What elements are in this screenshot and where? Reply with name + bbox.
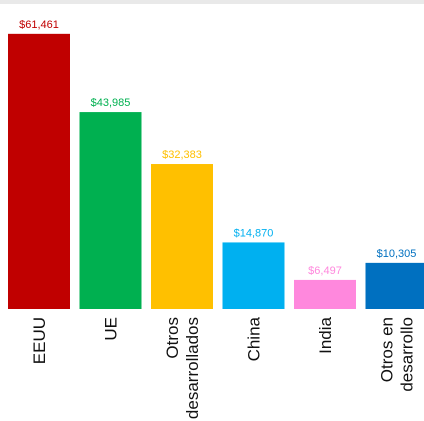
bar-3 <box>222 242 285 309</box>
value-label-0: $61,461 <box>19 19 59 31</box>
value-label-4: $6,497 <box>308 265 342 277</box>
category-label-2-line-0: Otros <box>163 317 182 359</box>
category-label-3: China <box>245 316 264 361</box>
category-label-4: India <box>316 316 335 353</box>
value-label-1: $43,985 <box>91 97 131 109</box>
category-label-1: UE <box>102 317 121 341</box>
category-label-5-line-1: desarrollo <box>398 317 417 392</box>
bar-0 <box>8 33 70 309</box>
bar-2 <box>151 164 213 309</box>
category-label-0-line-0: EEUU <box>30 317 49 364</box>
category-label-4-line-0: India <box>316 316 335 353</box>
top-strip <box>0 0 424 4</box>
category-label-0: EEUU <box>30 317 49 364</box>
category-label-5-line-0: Otros en <box>378 317 397 382</box>
category-label-3-line-0: China <box>245 316 264 361</box>
value-label-2: $32,383 <box>162 149 202 161</box>
category-label-1-line-0: UE <box>102 317 121 341</box>
value-label-5: $10,305 <box>377 248 417 260</box>
bar-5 <box>365 262 424 309</box>
category-label-2: Otros desarrollados <box>163 317 202 419</box>
bar-4 <box>294 279 356 309</box>
bar-1 <box>79 112 142 309</box>
value-label-3: $14,870 <box>234 227 274 239</box>
category-label-5: Otros en desarrollo <box>378 317 417 392</box>
category-label-2-line-1: desarrollados <box>183 317 202 419</box>
